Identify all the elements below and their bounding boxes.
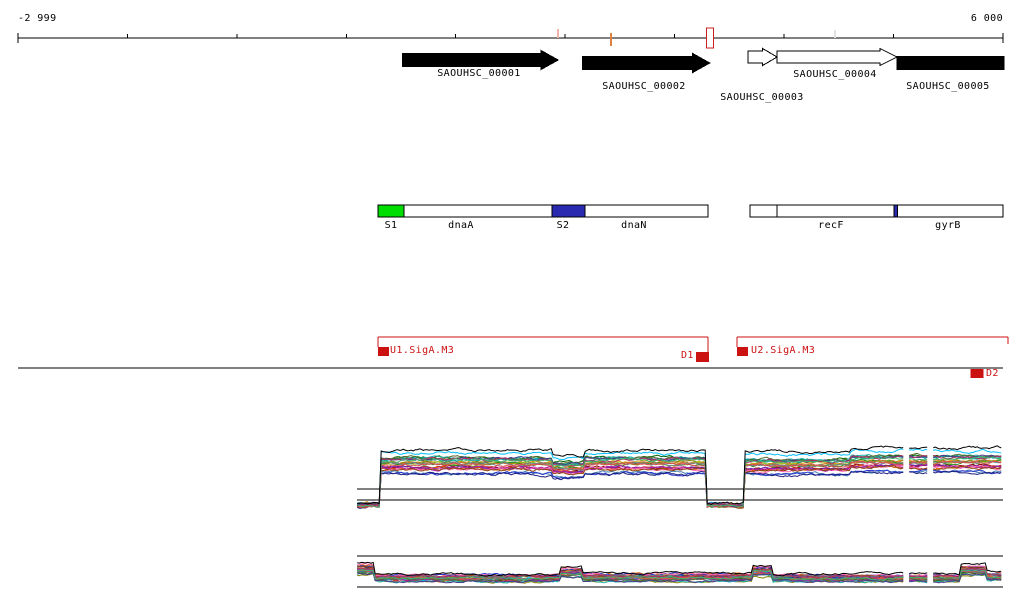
transcript-label-u1: U1.SigA.M3 [390, 345, 455, 356]
gene-label-saouhsc-00005: SAOUHSC_00005 [906, 81, 990, 92]
transcript-start-flag [737, 347, 749, 356]
gene-label-saouhsc-00001: SAOUHSC_00001 [437, 68, 521, 79]
feature-segment [403, 204, 553, 218]
transcript-start-flag [378, 347, 390, 356]
trace-series [357, 465, 1002, 509]
feature-label-gyrb: gyrB [935, 220, 961, 231]
feature-segment [749, 204, 778, 218]
trace-series [357, 445, 1002, 506]
terminator-label-d2: D2 [986, 368, 999, 379]
feature-segment [896, 204, 1004, 218]
variant-marker-gray [834, 30, 837, 38]
ruler-end-label: 6 000 [970, 13, 1003, 24]
trace-series [356, 452, 1002, 507]
terminator-box [696, 352, 710, 362]
gene-arrow [401, 49, 560, 71]
variant-marker-pink [557, 29, 560, 38]
gene-arrow [747, 47, 779, 67]
trace-series [357, 561, 1002, 577]
variant-marker-red-box [706, 27, 715, 49]
feature-label-recf: recF [818, 220, 844, 231]
gene-arrow [896, 56, 1005, 70]
trace-series [357, 569, 1002, 581]
gene-arrow [776, 47, 899, 67]
transcript-label-u2: U2.SigA.M3 [751, 345, 816, 356]
feature-label-s2: S2 [556, 220, 570, 231]
trace-series [357, 456, 1002, 508]
trace-series [357, 448, 1002, 506]
terminator-label-d1: D1 [681, 350, 694, 361]
feature-segment [551, 204, 586, 218]
gene-arrow [582, 52, 711, 74]
ruler-start-label: -2 999 [18, 13, 57, 24]
trace-series [357, 572, 1002, 584]
variant-marker-orange [610, 33, 613, 46]
feature-label-dnan: dnaN [621, 220, 647, 231]
gene-label-saouhsc-00002: SAOUHSC_00002 [602, 81, 686, 92]
gene-label-saouhsc-00003: SAOUHSC_00003 [720, 92, 804, 103]
trace-series [357, 470, 1002, 509]
trace-series [356, 460, 1002, 508]
feature-label-dnaa: dnaA [448, 220, 474, 231]
feature-segment [776, 204, 895, 218]
gene-label-saouhsc-00004: SAOUHSC_00004 [793, 69, 877, 80]
feature-label-s1: S1 [384, 220, 398, 231]
feature-segment [377, 204, 405, 218]
terminator-box [970, 369, 984, 378]
trace-series [357, 464, 1002, 509]
trace-series [357, 454, 1002, 507]
feature-segment [584, 204, 709, 218]
